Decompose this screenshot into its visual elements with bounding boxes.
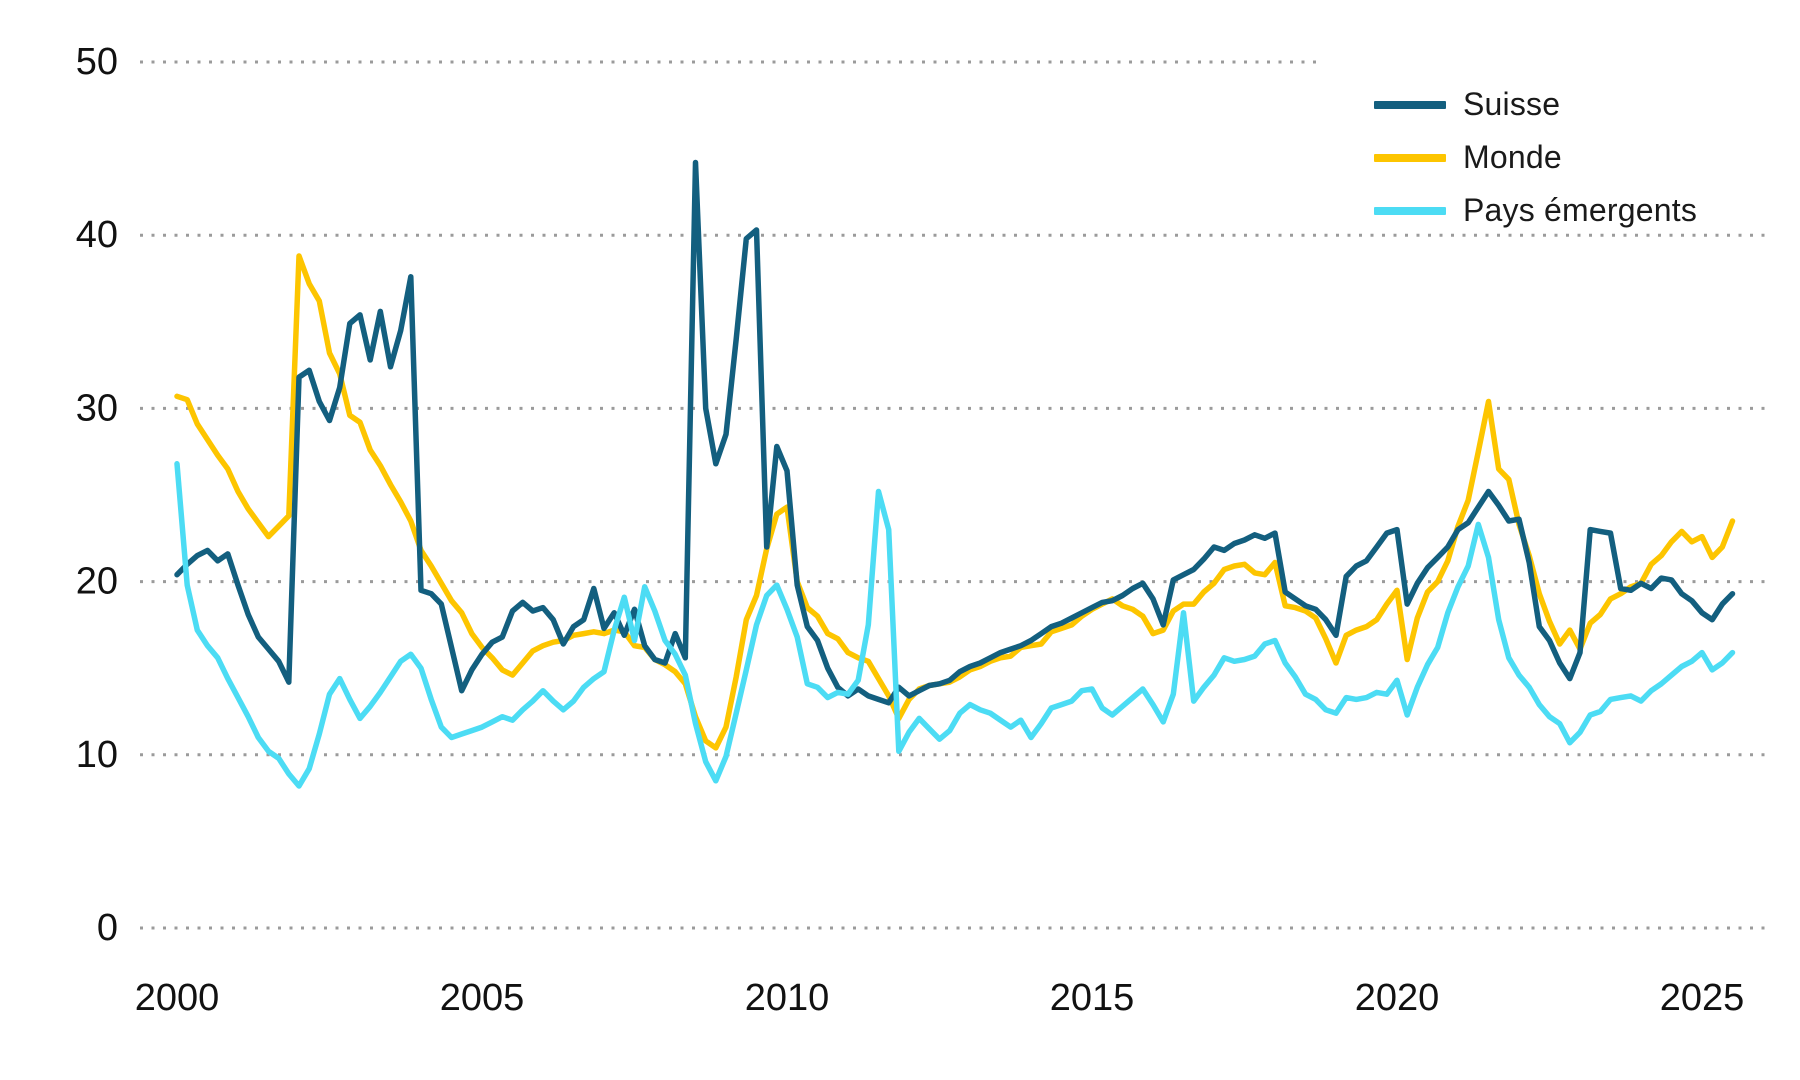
- x-tick-label-2025: 2025: [1660, 977, 1745, 1019]
- y-tick-label-0: 0: [97, 907, 118, 949]
- y-tick-label-30: 30: [76, 387, 118, 429]
- legend-item-monde: Monde: [1374, 131, 1697, 184]
- legend-swatch-monde: [1374, 153, 1446, 162]
- series-line-suisse: [174, 159, 1736, 706]
- x-tick-label-2020: 2020: [1355, 977, 1440, 1019]
- legend-swatch-suisse: [1374, 100, 1446, 109]
- legend-swatch-emergents: [1374, 206, 1446, 215]
- x-axis-labels: 2000 2005 2010 2015 2020 2025: [135, 977, 1745, 1019]
- legend-item-suisse: Suisse: [1374, 78, 1697, 131]
- legend-item-emergents: Pays émergents: [1374, 184, 1697, 237]
- x-tick-label-2000: 2000: [135, 977, 220, 1019]
- legend-label-emergents: Pays émergents: [1463, 192, 1698, 228]
- legend-label-monde: Monde: [1463, 139, 1562, 175]
- x-tick-label-2015: 2015: [1050, 977, 1135, 1019]
- y-tick-label-10: 10: [76, 734, 118, 776]
- x-tick-label-2005: 2005: [440, 977, 525, 1019]
- y-tick-label-20: 20: [76, 561, 118, 603]
- series-line-pays-emergents: [174, 461, 1736, 789]
- y-axis-labels: 0 10 20 30 40 50: [76, 41, 118, 949]
- legend-label-suisse: Suisse: [1463, 86, 1561, 122]
- legend: Suisse Monde Pays émergents: [1374, 78, 1697, 237]
- x-tick-label-2010: 2010: [745, 977, 830, 1019]
- y-tick-label-50: 50: [76, 41, 118, 83]
- y-tick-label-40: 40: [76, 214, 118, 256]
- gridlines: [140, 60, 1772, 930]
